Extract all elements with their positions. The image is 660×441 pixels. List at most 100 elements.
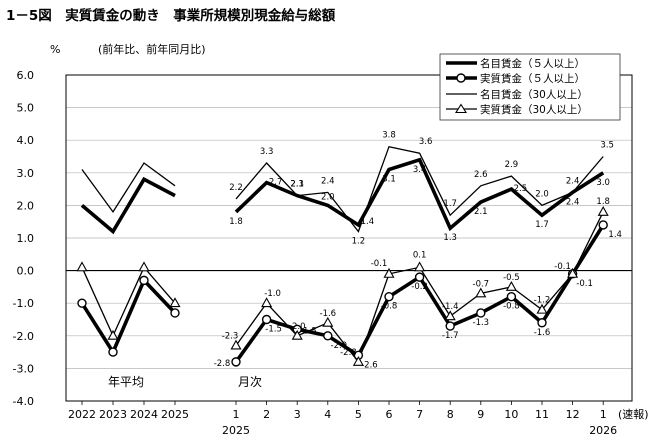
y-tick-label: -2.0	[13, 330, 34, 343]
y-tick-label: 6.0	[17, 69, 35, 82]
data-label: 1.7	[443, 199, 457, 209]
data-label: -0.8	[381, 302, 398, 312]
chart-subtitle: (前年比、前年同月比)	[98, 42, 206, 56]
data-point-real-wage-5	[506, 291, 517, 302]
x-tick-label: 10	[504, 408, 518, 421]
y-tick-label: -3.0	[13, 362, 34, 375]
data-point-real-wage-5	[108, 347, 118, 357]
data-point-real-wage-30	[475, 287, 487, 298]
series-line-real-wage-5	[80, 277, 177, 356]
data-label: -2.8	[214, 359, 231, 369]
y-tick-label: 0.0	[17, 265, 35, 278]
legend: 名目賃金（５人以上） 実質賃金（５人以上） 名目賃金（30人以上） 実質賃金（3…	[439, 53, 621, 121]
data-label: 1.4	[608, 230, 622, 240]
data-label: 2.6	[474, 170, 488, 180]
x-tick-label: 7	[416, 408, 423, 421]
data-label: 3.5	[600, 141, 614, 151]
data-label: 2.7	[269, 178, 283, 188]
data-label: 3.3	[260, 147, 274, 157]
data-point-real-wage-30	[567, 267, 579, 278]
series-line-real-wage-5	[234, 224, 605, 363]
series-line-nominal-wage-30	[235, 145, 604, 233]
data-point-real-wage-5	[261, 314, 272, 325]
data-label: 2.4	[566, 197, 580, 207]
data-point-real-wage-5	[384, 291, 394, 302]
data-label: -1.7	[442, 331, 459, 341]
series-line-nominal-wage-5	[80, 176, 176, 235]
data-label: -1.8	[300, 326, 317, 336]
data-label: 1.7	[535, 220, 549, 230]
x-tick-label: 1	[600, 408, 607, 421]
x-tick-label: 9	[477, 408, 484, 421]
x-tick-label: 2023	[99, 408, 127, 421]
x-tick-label: 12	[566, 408, 580, 421]
data-label: -2.0	[331, 341, 348, 351]
data-label: -0.1	[371, 259, 388, 269]
data-label: -0.5	[503, 273, 520, 283]
data-label: -1.5	[265, 325, 282, 335]
data-label: 1.8	[596, 197, 610, 207]
y-tick-label: 3.0	[17, 167, 35, 180]
data-label: 1.8	[229, 217, 243, 227]
data-label: -1.2	[534, 296, 551, 306]
legend-label: 名目賃金（30人以上）	[480, 88, 588, 101]
data-point-real-wage-5	[414, 272, 425, 282]
data-label: 2.4	[321, 176, 335, 186]
data-point-real-wage-30	[107, 329, 119, 340]
data-point-real-wage-30	[536, 303, 548, 314]
data-label: 3.6	[419, 137, 433, 147]
data-label: 2.0	[321, 192, 335, 202]
data-point-real-wage-30	[444, 310, 456, 321]
x-tick-label: 11	[535, 408, 549, 421]
x-tick-label: 2025	[161, 408, 189, 421]
data-label: 2.4	[566, 176, 580, 186]
data-point-real-wage-30	[169, 297, 181, 308]
data-point-real-wage-30	[230, 339, 242, 350]
series-line-real-wage-30	[81, 266, 176, 338]
data-label: 2.9	[505, 160, 519, 170]
data-point-real-wage-30	[352, 355, 364, 366]
legend-label: 実質賃金（30人以上）	[480, 103, 588, 116]
data-point-real-wage-5	[445, 321, 455, 331]
x-tick-label: 2022	[68, 408, 96, 421]
triangle-marker	[455, 103, 467, 114]
data-point-real-wage-30	[597, 205, 609, 216]
y-tick-label: -1.0	[13, 297, 34, 310]
x-tick-label: 6	[386, 408, 393, 421]
legend-item-nominal-30: 名目賃金（30人以上）	[446, 88, 588, 101]
data-label: 3.0	[596, 178, 610, 188]
chart-title: 1－5図 実質賃金の動き 事業所規模別現金給与総額	[6, 7, 336, 24]
y-tick-label: 4.0	[17, 134, 35, 147]
data-label: -1.0	[264, 289, 281, 299]
data-point-real-wage-30	[322, 316, 334, 327]
data-label: 2.0	[535, 189, 549, 199]
plot-frame	[65, 74, 633, 402]
y-tick-label: 1.0	[17, 232, 35, 245]
x-tick-label: 2	[263, 408, 270, 421]
x-tick-label: 5	[355, 408, 362, 421]
data-point-real-wage-30	[383, 267, 395, 278]
data-label: -1.6	[534, 328, 551, 338]
data-point-real-wage-5	[170, 308, 180, 318]
data-label: 2.1	[474, 207, 488, 217]
legend-item-nominal-5: 名目賃金（５人以上）	[446, 57, 585, 70]
data-label: -1.3	[473, 318, 490, 328]
y-tick-label: 5.0	[17, 102, 35, 115]
data-label: 2.1	[290, 180, 304, 190]
data-point-real-wage-5	[323, 331, 333, 341]
legend-label: 名目賃金（５人以上）	[480, 57, 585, 70]
data-point-real-wage-30	[76, 261, 88, 272]
data-point-real-wage-5	[139, 275, 149, 286]
data-label: -0.2	[411, 282, 428, 292]
series-line-nominal-wage-30	[81, 162, 176, 214]
series-lines	[76, 145, 609, 367]
data-label: 1.3	[443, 233, 457, 243]
year-label: 2025	[222, 424, 250, 437]
data-label: -1.4	[442, 302, 459, 312]
y-tick-label: 2.0	[17, 199, 35, 212]
data-label: -0.1	[576, 279, 593, 289]
data-label: 2.5	[514, 184, 528, 194]
data-label: -0.7	[473, 279, 490, 289]
data-point-real-wage-5	[476, 308, 486, 318]
